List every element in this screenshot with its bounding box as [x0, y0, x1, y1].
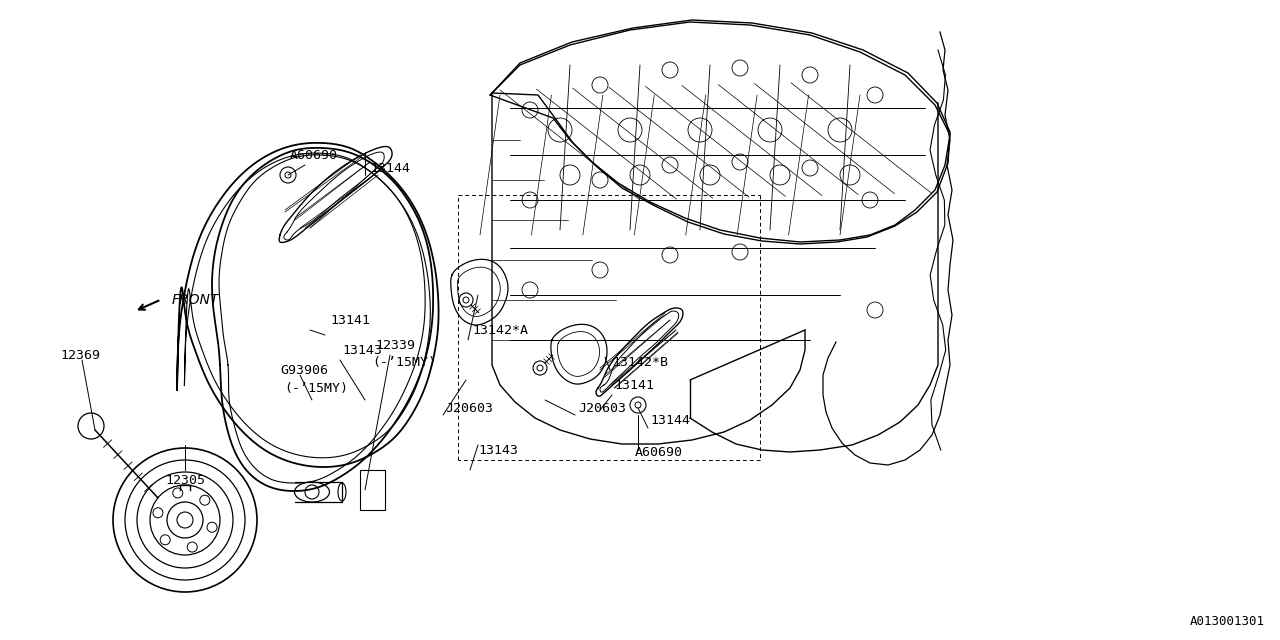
Text: 13142*B: 13142*B — [612, 355, 668, 369]
Text: 13144: 13144 — [650, 413, 690, 426]
Text: 13144: 13144 — [370, 161, 410, 175]
Text: 13143: 13143 — [477, 444, 518, 456]
Text: A60690: A60690 — [635, 445, 684, 458]
Text: 13141: 13141 — [330, 314, 370, 326]
Text: G93906: G93906 — [280, 364, 328, 376]
Text: 12369: 12369 — [60, 349, 100, 362]
Text: (-’15MY): (-’15MY) — [284, 381, 348, 394]
Text: A60690: A60690 — [291, 148, 338, 161]
Text: 12339: 12339 — [375, 339, 415, 351]
Text: J20603: J20603 — [445, 401, 493, 415]
Text: 12305: 12305 — [165, 474, 205, 486]
Text: FRONT: FRONT — [172, 292, 219, 307]
Text: A013001301: A013001301 — [1190, 615, 1265, 628]
Text: 13142*A: 13142*A — [472, 323, 529, 337]
Text: J20603: J20603 — [579, 401, 626, 415]
Text: (-’15MY): (-’15MY) — [372, 355, 436, 369]
Text: 13141: 13141 — [614, 378, 654, 392]
Text: 13143: 13143 — [342, 344, 381, 356]
